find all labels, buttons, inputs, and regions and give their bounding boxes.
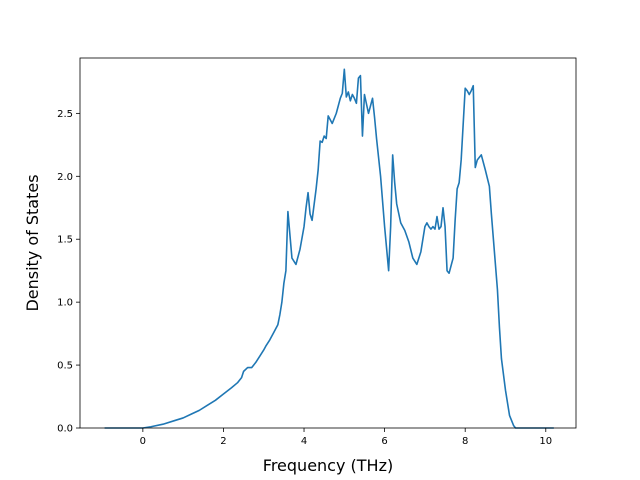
y-tick-label: 2.5 [57, 109, 73, 120]
y-tick-label: 0.0 [57, 424, 73, 435]
y-tick-label: 1.0 [57, 298, 73, 309]
x-axis-ticks: 0 2 4 6 8 10 [140, 428, 552, 447]
y-axis-ticks: 0.0 0.5 1.0 1.5 2.0 2.5 [57, 109, 80, 435]
y-tick-label: 1.5 [57, 235, 73, 246]
plot-area [80, 58, 576, 428]
x-tick-label: 2 [220, 436, 226, 447]
x-tick-label: 4 [301, 436, 307, 447]
y-axis-label: Density of States [23, 174, 42, 311]
y-tick-label: 2.0 [57, 172, 73, 183]
x-tick-label: 10 [539, 436, 552, 447]
x-tick-label: 6 [381, 436, 387, 447]
x-tick-label: 0 [140, 436, 146, 447]
x-tick-label: 8 [462, 436, 468, 447]
plot-frame [79, 57, 577, 429]
y-tick-label: 0.5 [57, 361, 73, 372]
dos-series-line [104, 68, 554, 429]
x-axis-label: Frequency (THz) [263, 456, 393, 475]
